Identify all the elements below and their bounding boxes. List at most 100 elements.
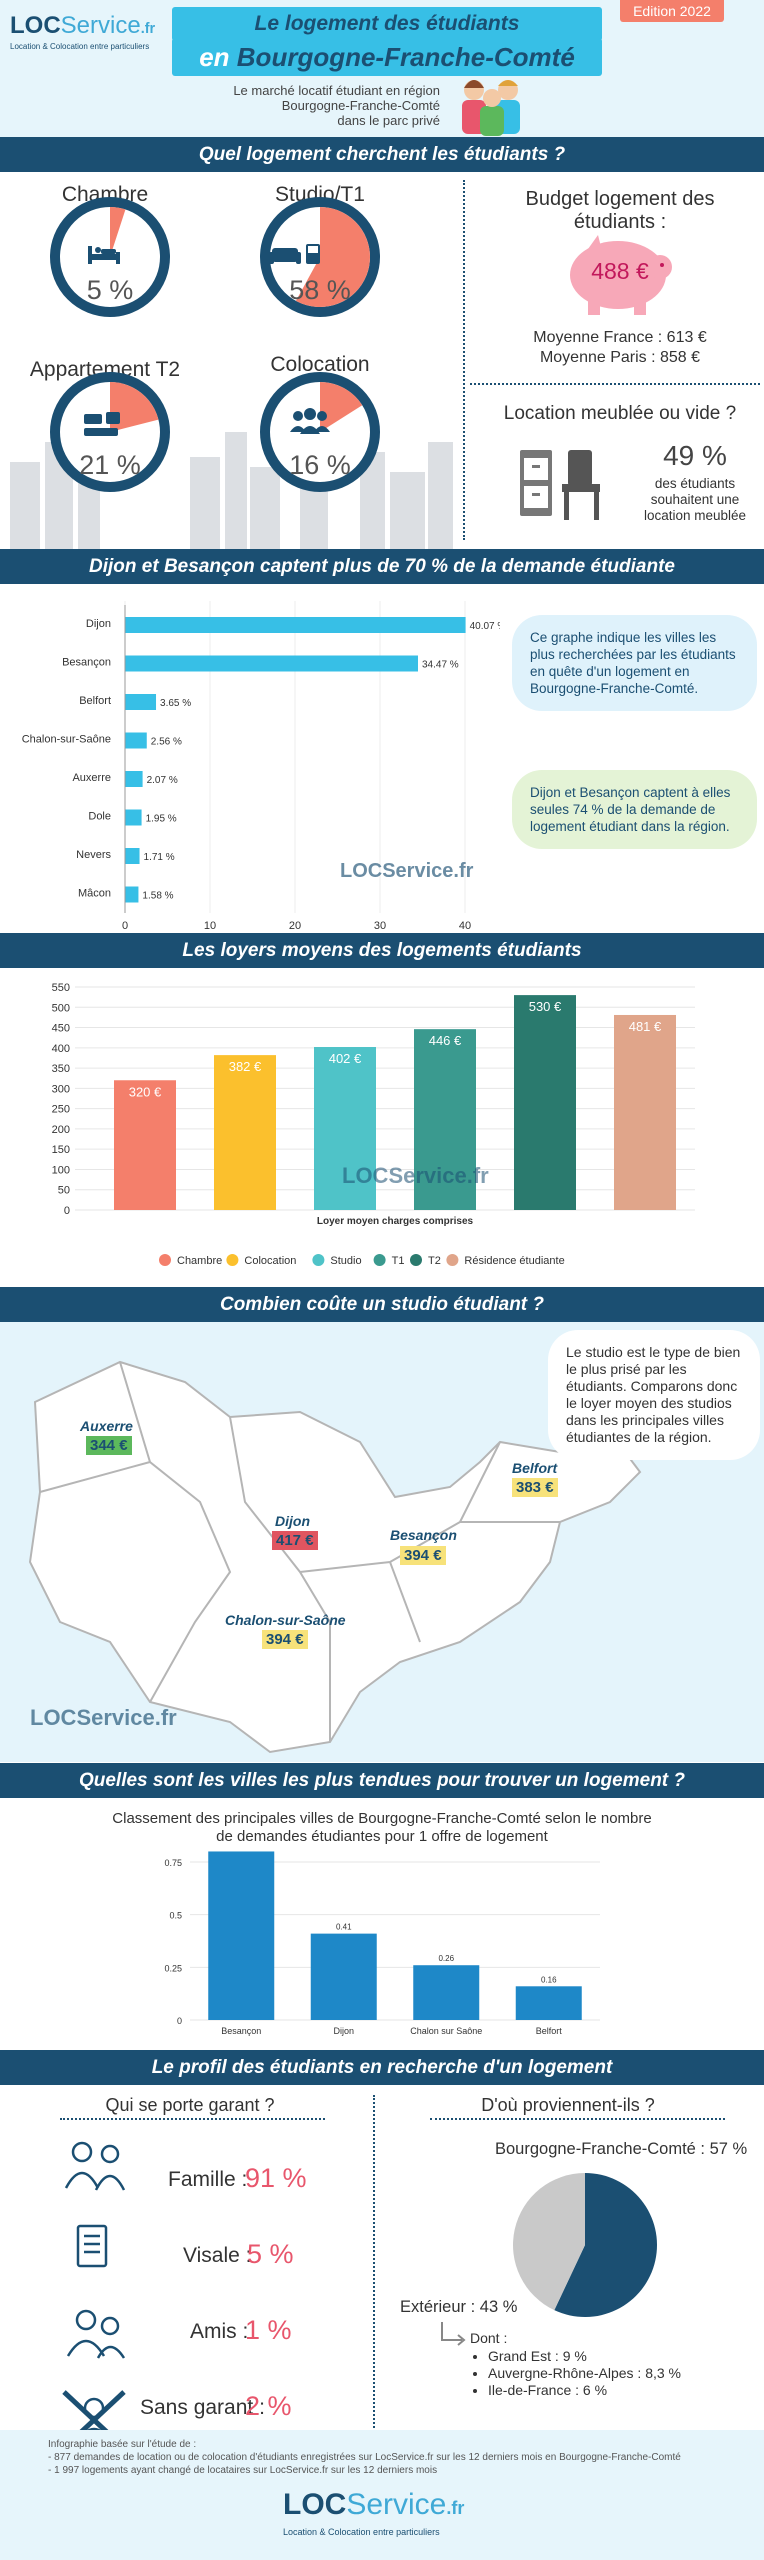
title-line-2-box: en Bourgogne-Franche-Comté (172, 38, 602, 76)
guarantor-value-amis: 1 % (245, 2315, 292, 2345)
demand-bar-chart: 0 10 20 30 40 Dijon 40.07 % Besançon 34.47 % Belf… (22, 601, 500, 932)
vbar-legend-dot-0 (159, 1254, 171, 1266)
section-band-demand: Dijon et Besançon captent plus de 70 % d… (0, 549, 764, 584)
hbar-category-2: Belfort (79, 695, 111, 707)
city-price-belfort: 383 € (512, 1478, 558, 1497)
hbar-bar-3 (125, 732, 147, 749)
footer-line-2: - 877 demandes de location ou de colocat… (48, 2452, 681, 2463)
budget-france: Moyenne France : 613 € (533, 329, 707, 346)
footer-logo[interactable]: LOCService.fr (283, 2488, 464, 2522)
budget-title-line-2: étudiants : (573, 211, 667, 233)
section1-h-divider (470, 383, 760, 385)
type-pie-slice-1 (295, 207, 370, 307)
budget-paris: Moyenne Paris : 858 € (539, 349, 701, 366)
hbar-bar-6 (125, 848, 140, 864)
section-band-studio-cost: Combien coûte un studio étudiant ? (0, 1287, 764, 1322)
vbar-legend-dot-5 (446, 1254, 459, 1266)
vbar-legend-dot-3 (373, 1254, 386, 1266)
footer-line-3: - 1 997 logements ayant changé de locata… (48, 2465, 438, 2476)
vbar-ytick-9: 450 (52, 1023, 70, 1035)
tbar-category-1: Dijon (333, 2026, 354, 2036)
vbar-bar-2 (314, 1047, 376, 1210)
vbar-value-3: 446 € (429, 1033, 462, 1048)
origin-region-label: Bourgogne-Franche-Comté : 57 % (495, 2140, 748, 2158)
vbar-legend-label-4: T2 (428, 1255, 441, 1267)
tbar-value-1: 0.41 (336, 1923, 352, 1932)
header-subtitle: Le marché locatif étudiant en région Bou… (190, 83, 440, 128)
guarantor-label-sans: Sans garant : (140, 2396, 265, 2419)
city-name-belfort: Belfort (512, 1460, 558, 1476)
type-circles (50, 197, 380, 492)
vbar-value-5: 481 € (629, 1019, 662, 1034)
logo-fr: .fr (140, 21, 156, 37)
header-logo[interactable]: LOCService.fr (10, 12, 155, 40)
apartment-icon (84, 412, 120, 436)
tbar-value-2: 0.26 (438, 1954, 454, 1963)
region-map (28, 1360, 642, 1754)
hbar-xtick-3: 30 (374, 920, 386, 932)
origin-pie-chart (513, 2173, 657, 2317)
vbar-bar-1 (214, 1055, 276, 1210)
vbar-bar-0 (114, 1080, 176, 1210)
demand-watermark: LOCService.fr (340, 860, 474, 882)
vbar-ytick-4: 200 (52, 1124, 70, 1136)
footer-tagline: Location & Colocation entre particuliers (283, 2527, 440, 2537)
type-label-studio: Studio/T1 (275, 183, 365, 206)
hbar-category-0: Dijon (86, 618, 111, 630)
title-line-2-prefix: en (199, 42, 230, 72)
hbar-value-1: 34.47 % (422, 660, 459, 671)
hbar-xtick-1: 10 (204, 920, 216, 932)
hbar-bar-7 (125, 886, 139, 903)
subtitle-line-1: Le marché locatif étudiant en région (233, 83, 440, 98)
vbar-value-1: 382 € (229, 1059, 262, 1074)
vbar-ytick-3: 150 (52, 1144, 70, 1156)
rents-watermark: LOCService.fr (342, 1163, 489, 1188)
vbar-bar-4 (514, 995, 576, 1210)
hbar-bar-4 (125, 771, 143, 787)
title-line-2: Bourgogne-Franche-Comté (236, 42, 575, 72)
city-price-besancon: 394 € (400, 1546, 446, 1565)
hbar-value-3: 2.56 % (151, 737, 182, 748)
hbar-category-6: Nevers (76, 849, 111, 861)
sofa-tv-icon (269, 244, 320, 264)
hbar-value-2: 3.65 % (160, 698, 191, 709)
hbar-bar-2 (125, 694, 157, 710)
origin-title: D'où proviennent-ils ? (481, 2095, 655, 2115)
city-price-auxerre: 344 € (86, 1436, 132, 1455)
tension-subtitle: Classement des principales villes de Bou… (30, 1810, 734, 1846)
footer-logo-loc: LOC (283, 2488, 347, 2521)
vbar-legend-label-2: Studio (330, 1255, 361, 1267)
budget-title-line-1: Budget logement des (525, 188, 715, 210)
tension-subtitle-2: de demandes étudiantes pour 1 offre de l… (216, 1828, 548, 1845)
vbar-legend-label-5: Résidence étudiante (464, 1255, 564, 1267)
type-pct-chambre: 5 % (86, 275, 134, 305)
tbar-value-3: 0.16 (541, 1975, 557, 1984)
type-label-colocation: Colocation (270, 353, 370, 376)
city-name-auxerre: Auxerre (80, 1418, 133, 1434)
tbar-bar-0 (208, 1851, 275, 2020)
vbar-value-0: 320 € (129, 1084, 162, 1099)
origin-details-list: Grand Est : 9 % Auvergne-Rhône-Alpes : 8… (468, 2348, 681, 2399)
edition-badge: Edition 2022 (620, 0, 724, 22)
budget-averages: Moyenne France : 613 € Moyenne Paris : 8… (480, 328, 760, 368)
hbar-bar-0 (125, 617, 466, 633)
guarantor-label-famille: Famille : (168, 2168, 248, 2191)
footer-logo-service: Service (346, 2488, 447, 2521)
studio-note: Le studio est le type de bien le plus pr… (548, 1330, 760, 1460)
tension-subtitle-1: Classement des principales villes de Bou… (112, 1810, 652, 1827)
tbar-ytick-2: 0.5 (169, 1911, 182, 1921)
vbar-ytick-8: 400 (52, 1043, 70, 1055)
vbar-ytick-10: 500 (52, 1002, 70, 1014)
hbar-value-6: 1.71 % (144, 852, 175, 863)
hbar-category-4: Auxerre (72, 772, 111, 784)
section1-divider (463, 180, 465, 540)
vbar-legend-label-1: Colocation (244, 1255, 296, 1267)
tbar-bar-1 (310, 1933, 377, 2020)
hbar-category-3: Chalon-sur-Saône (22, 734, 111, 746)
rents-bar-chart: 0 50 100 150 200 250 300 350 400 450 500 550 320 € 38… (52, 982, 695, 1267)
furnished-desc-2: souhaitent une (650, 492, 740, 507)
origin-title-rule (430, 2118, 725, 2120)
section-band-logement-type: Quel logement cherchent les étudiants ? (0, 137, 764, 172)
furnished-desc-1: des étudiants (654, 476, 736, 491)
guarantor-title: Qui se porte garant ? (105, 2095, 275, 2115)
